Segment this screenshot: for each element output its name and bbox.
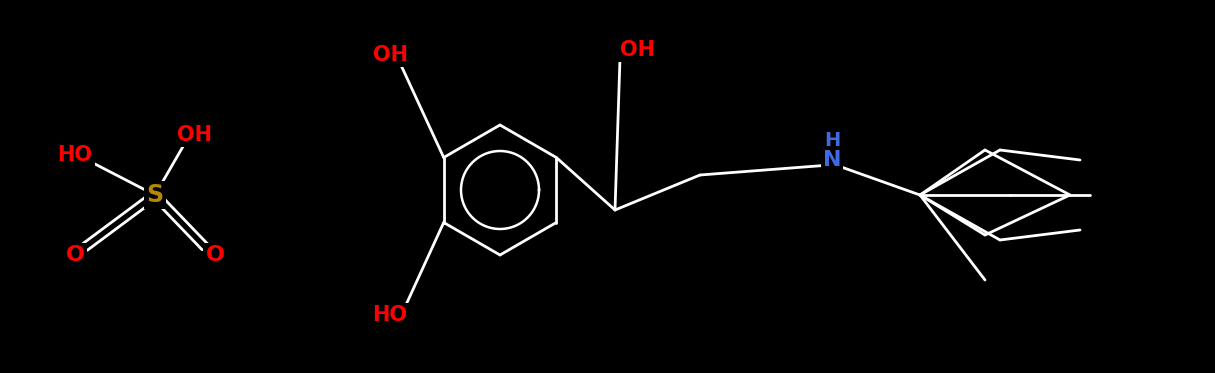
Text: O: O: [205, 245, 225, 265]
Text: HO: HO: [57, 145, 92, 165]
Text: OH: OH: [373, 45, 407, 65]
Text: H: H: [824, 131, 840, 150]
Text: S: S: [147, 183, 164, 207]
Text: O: O: [66, 245, 85, 265]
Text: OH: OH: [620, 40, 655, 60]
Text: N: N: [823, 150, 841, 170]
Text: OH: OH: [177, 125, 213, 145]
Text: HO: HO: [373, 305, 407, 325]
